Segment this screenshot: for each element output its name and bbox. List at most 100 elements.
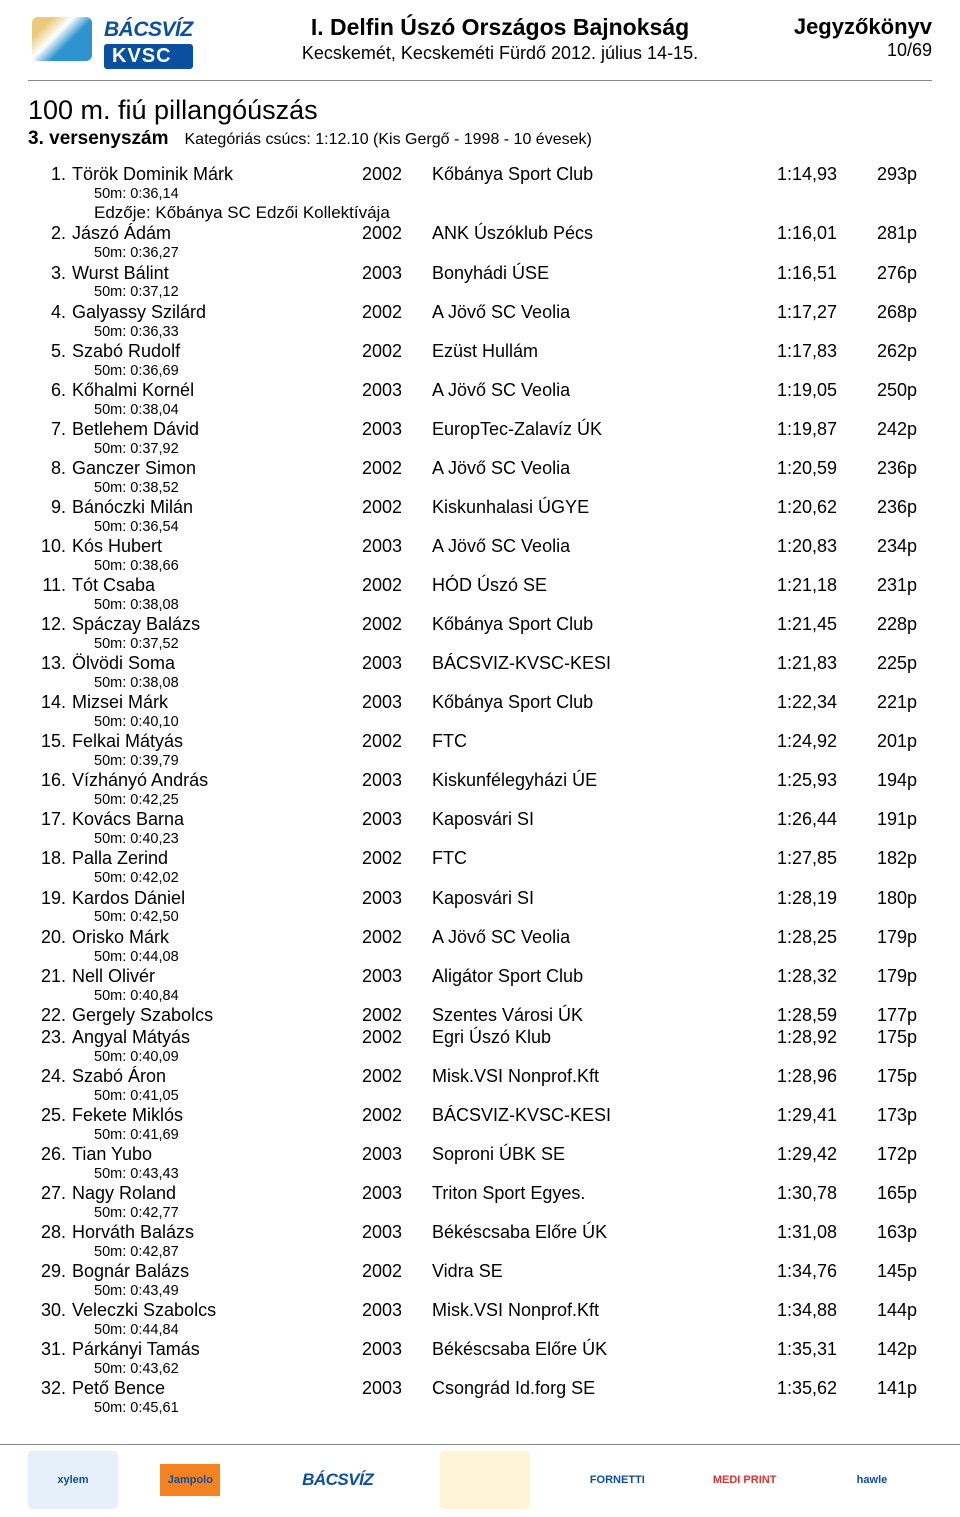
doc-title: I. Delfin Úszó Országos Bajnokság [242,14,758,41]
rank: 11. [28,575,72,597]
points: 281p [837,223,917,245]
time: 1:21,45 [732,614,837,636]
time: 1:29,42 [732,1144,837,1166]
result-row: 20.Orisko Márk2002A Jövő SC Veolia1:28,2… [28,927,932,949]
result-row: 15.Felkai Mátyás2002FTC1:24,92201p [28,731,932,753]
swimmer-name: Nagy Roland [72,1183,362,1205]
points: 242p [837,419,917,441]
birth-year: 2003 [362,1144,432,1166]
rank: 13. [28,653,72,675]
birth-year: 2003 [362,770,432,792]
points: 268p [837,302,917,324]
points: 201p [837,731,917,753]
rank: 1. [28,164,72,186]
points: 236p [837,458,917,480]
club: HÓD Úszó SE [432,575,732,597]
club: Kiskunhalasi ÚGYE [432,497,732,519]
result-row: 28.Horváth Balázs2003Békéscsaba Előre ÚK… [28,1222,932,1244]
result-row: 3.Wurst Bálint2003Bonyhádi ÚSE1:16,51276… [28,263,932,285]
time: 1:20,59 [732,458,837,480]
points: 175p [837,1027,917,1049]
points: 163p [837,1222,917,1244]
birth-year: 2002 [362,458,432,480]
club: Csongrád Id.forg SE [432,1378,732,1400]
coach-line: Edzője: Kőbánya SC Edzői Kollektívája [94,203,932,223]
rank: 24. [28,1066,72,1088]
birth-year: 2002 [362,1066,432,1088]
swimmer-name: Bánóczki Milán [72,497,362,519]
doc-type: Jegyzőkönyv [772,14,932,40]
club: Kőbánya Sport Club [432,614,732,636]
split-time: 50m: 0:37,92 [94,441,932,458]
split-time: 50m: 0:41,69 [94,1127,932,1144]
rank: 12. [28,614,72,636]
split-time: 50m: 0:43,49 [94,1283,932,1300]
results-list: 1.Török Dominik Márk2002Kőbánya Sport Cl… [28,164,932,1417]
time: 1:20,62 [732,497,837,519]
club: Aligátor Sport Club [432,966,732,988]
birth-year: 2003 [362,888,432,910]
club: BÁCSVIZ-KVSC-KESI [432,1105,732,1127]
time: 1:24,92 [732,731,837,753]
time: 1:17,83 [732,341,837,363]
event-record: Kategóriás csúcs: 1:12.10 (Kis Gergő - 1… [185,131,592,149]
result-row: 2.Jászó Ádám2002ANK Úszóklub Pécs1:16,01… [28,223,932,245]
event-title: 100 m. fiú pillangóúszás [28,95,932,126]
points: 144p [837,1300,917,1322]
swimmer-name: Betlehem Dávid [72,419,362,441]
swimmer-name: Ganczer Simon [72,458,362,480]
swimmer-name: Ölvödi Soma [72,653,362,675]
logo-text-1: BÁCSVÍZ [104,18,193,42]
result-row: 26.Tian Yubo2003Soproni ÚBK SE1:29,42172… [28,1144,932,1166]
points: 145p [837,1261,917,1283]
club: Ezüst Hullám [432,341,732,363]
club: Kaposvári SI [432,888,732,910]
rank: 26. [28,1144,72,1166]
time: 1:19,05 [732,380,837,402]
swimmer-name: Nell Olivér [72,966,362,988]
points: 194p [837,770,917,792]
swimmer-name: Fekete Miklós [72,1105,362,1127]
swimmer-name: Kardos Dániel [72,888,362,910]
rank: 18. [28,848,72,870]
split-time: 50m: 0:40,23 [94,831,932,848]
split-time: 50m: 0:36,27 [94,245,932,262]
club: ANK Úszóklub Pécs [432,223,732,245]
split-time: 50m: 0:38,66 [94,558,932,575]
time: 1:22,34 [732,692,837,714]
points: 234p [837,536,917,558]
points: 175p [837,1066,917,1088]
birth-year: 2003 [362,692,432,714]
points: 228p [837,614,917,636]
rank: 15. [28,731,72,753]
birth-year: 2002 [362,1027,432,1049]
split-time: 50m: 0:38,08 [94,675,932,692]
points: 165p [837,1183,917,1205]
rank: 22. [28,1005,72,1027]
points: 221p [837,692,917,714]
points: 179p [837,966,917,988]
rank: 27. [28,1183,72,1205]
points: 180p [837,888,917,910]
split-time: 50m: 0:42,87 [94,1244,932,1261]
result-row: 25.Fekete Miklós2002BÁCSVIZ-KVSC-KESI1:2… [28,1105,932,1127]
club: A Jövő SC Veolia [432,536,732,558]
birth-year: 2003 [362,809,432,831]
swimmer-name: Vízhányó András [72,770,362,792]
points: 191p [837,809,917,831]
birth-year: 2002 [362,164,432,186]
swimmer-name: Spáczay Balázs [72,614,362,636]
swimmer-name: Galyassy Szilárd [72,302,362,324]
birth-year: 2002 [362,223,432,245]
club: EuropTec-Zalavíz ÚK [432,419,732,441]
split-time: 50m: 0:36,33 [94,324,932,341]
time: 1:21,18 [732,575,837,597]
time: 1:28,32 [732,966,837,988]
swimmer-name: Horváth Balázs [72,1222,362,1244]
rank: 30. [28,1300,72,1322]
rank: 20. [28,927,72,949]
swimmer-name: Tian Yubo [72,1144,362,1166]
time: 1:28,96 [732,1066,837,1088]
points: 141p [837,1378,917,1400]
time: 1:16,51 [732,263,837,285]
